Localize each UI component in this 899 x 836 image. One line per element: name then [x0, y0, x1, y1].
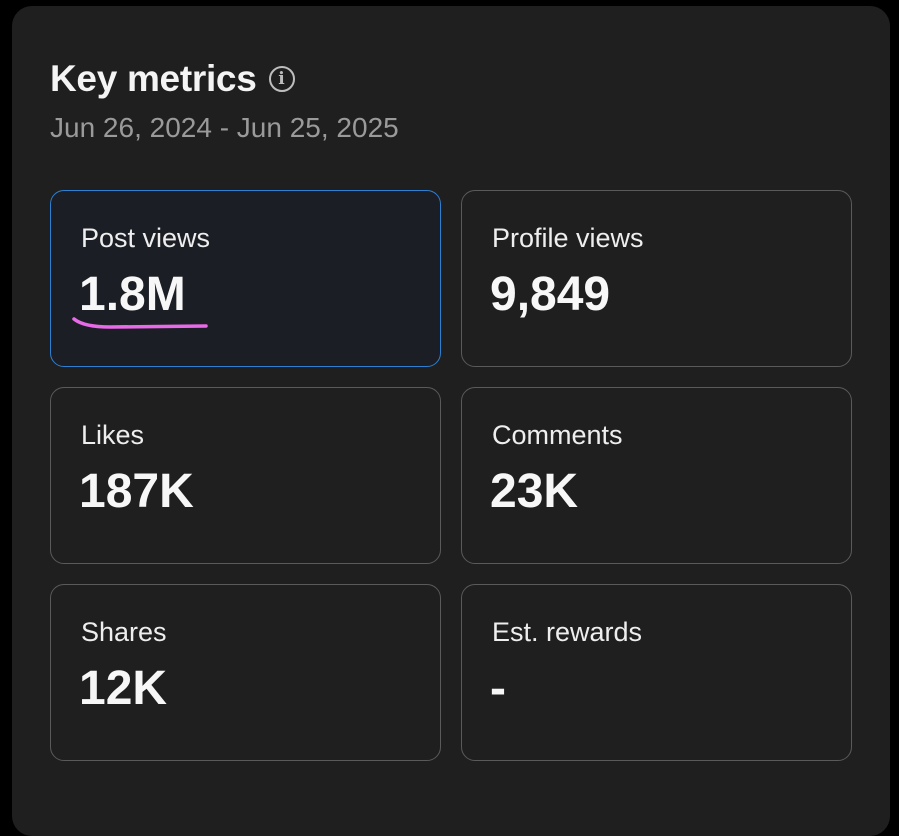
- metric-label: Likes: [81, 420, 145, 450]
- metric-tile-est-rewards[interactable]: Est. rewards -: [461, 584, 852, 761]
- metric-label: Comments: [492, 420, 623, 450]
- page-title: Key metrics: [50, 58, 257, 99]
- metric-value: 23K: [490, 465, 579, 518]
- metric-tile-comments[interactable]: Comments 23K: [461, 387, 852, 564]
- metric-label: Post views: [81, 223, 211, 253]
- date-range: Jun 26, 2024 - Jun 25, 2025: [50, 112, 399, 143]
- metric-tile-likes[interactable]: Likes 187K: [50, 387, 441, 564]
- metric-value: 187K: [79, 465, 194, 518]
- metric-tile-shares[interactable]: Shares 12K: [50, 584, 441, 761]
- metric-tile-profile-views[interactable]: Profile views 9,849: [461, 190, 852, 367]
- metric-label: Profile views: [492, 223, 644, 253]
- metric-value: 1.8M: [79, 268, 186, 321]
- metric-label: Est. rewards: [492, 617, 643, 647]
- metric-value: -: [490, 662, 506, 715]
- metric-tile-post-views[interactable]: Post views 1.8M: [50, 190, 441, 367]
- info-icon[interactable]: i: [268, 66, 295, 92]
- metric-value: 12K: [79, 662, 168, 715]
- metric-label: Shares: [81, 617, 167, 647]
- pink-underline-annotation: [72, 317, 208, 329]
- metric-value: 9,849: [490, 268, 611, 321]
- header: Key metrics i: [50, 58, 295, 100]
